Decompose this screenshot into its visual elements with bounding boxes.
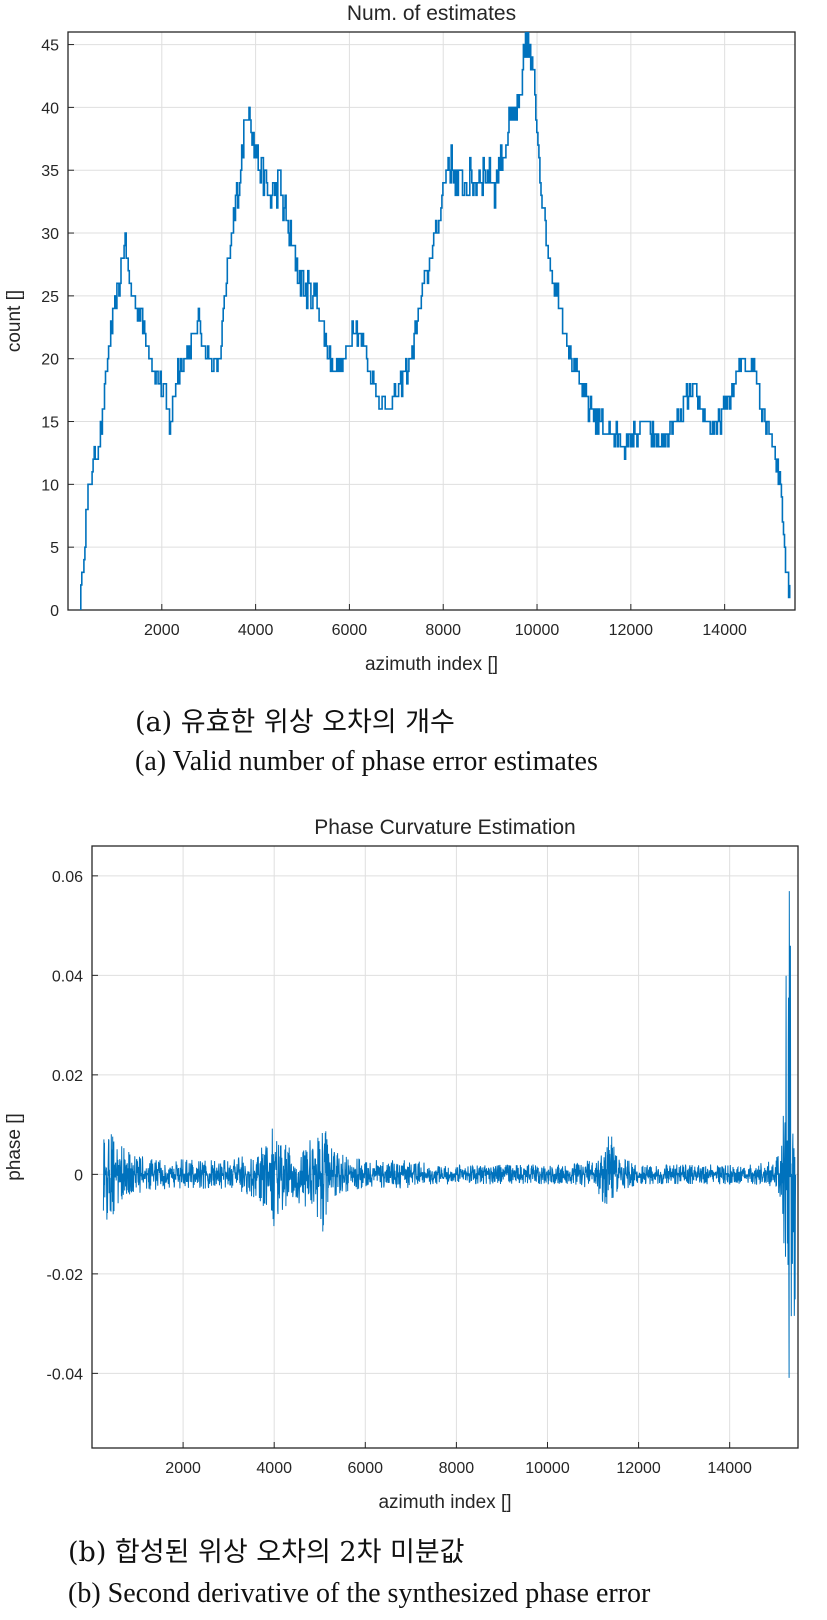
- x-tick-label: 12000: [616, 1460, 661, 1477]
- x-tick-label: 6000: [347, 1460, 383, 1477]
- y-tick-label: 10: [41, 477, 59, 494]
- chart-phase-curvature: 2000 4000 6000 8000 10000 12000 14000 -0.04 -0.0…: [4, 816, 799, 1513]
- x-tick-label: 2000: [165, 1460, 201, 1477]
- plot-frame: [67, 31, 796, 611]
- y-tick-label: 0.06: [52, 869, 83, 886]
- y-axis-label: count []: [4, 290, 25, 352]
- x-tick-label: 8000: [439, 1460, 475, 1477]
- y-tick-label: 30: [41, 226, 59, 243]
- y-tick-label: 5: [50, 540, 59, 557]
- y-axis-label: phase []: [4, 1113, 25, 1181]
- plot-frame: [91, 845, 799, 1449]
- caption-b-english: (b) Second derivative of the synthesized…: [68, 1578, 651, 1609]
- y-tick-label: 20: [41, 352, 59, 369]
- chart-title: Phase Curvature Estimation: [314, 816, 575, 839]
- x-tick-label: 10000: [515, 622, 560, 639]
- series-line-phase: [102, 891, 797, 1378]
- chart-num-of-estimates: 2000 4000 6000 8000 10000 12000 14000 0 5 10 15 20 2…: [4, 2, 796, 675]
- y-tick-label: -0.04: [47, 1366, 84, 1383]
- y-tick-label: 40: [41, 100, 59, 117]
- x-tick-label: 8000: [425, 622, 461, 639]
- caption-b-korean: (b) 합성된 위상 오차의 2차 미분값: [68, 1537, 465, 1568]
- y-tick-label: 15: [41, 415, 59, 432]
- y-tick-label: 0.02: [52, 1068, 83, 1085]
- x-tick-label: 14000: [707, 1460, 752, 1477]
- y-tick-label: -0.02: [47, 1267, 84, 1284]
- y-tick-label: 0: [74, 1167, 83, 1184]
- caption-a-english: (a) Valid number of phase error estimate…: [135, 746, 598, 777]
- x-tick-label: 10000: [525, 1460, 570, 1477]
- x-tick-label: 12000: [609, 622, 654, 639]
- caption-a-korean: (a) 유효한 위상 오차의 개수: [135, 707, 455, 738]
- x-tick-label: 4000: [238, 622, 274, 639]
- x-axis-label: azimuth index []: [365, 654, 498, 675]
- x-tick-label: 14000: [702, 622, 747, 639]
- x-tick-label: 4000: [256, 1460, 292, 1477]
- chart-title: Num. of estimates: [347, 2, 516, 25]
- x-tick-label: 6000: [332, 622, 368, 639]
- y-tick-label: 45: [41, 38, 59, 55]
- x-axis-label: azimuth index []: [378, 1492, 511, 1513]
- y-tick-label: 0: [50, 603, 59, 620]
- y-tick-label: 0.04: [52, 968, 83, 985]
- series-line-count: [79, 32, 791, 610]
- y-tick-label: 35: [41, 163, 59, 180]
- y-tick-label: 25: [41, 289, 59, 306]
- x-tick-label: 2000: [144, 622, 180, 639]
